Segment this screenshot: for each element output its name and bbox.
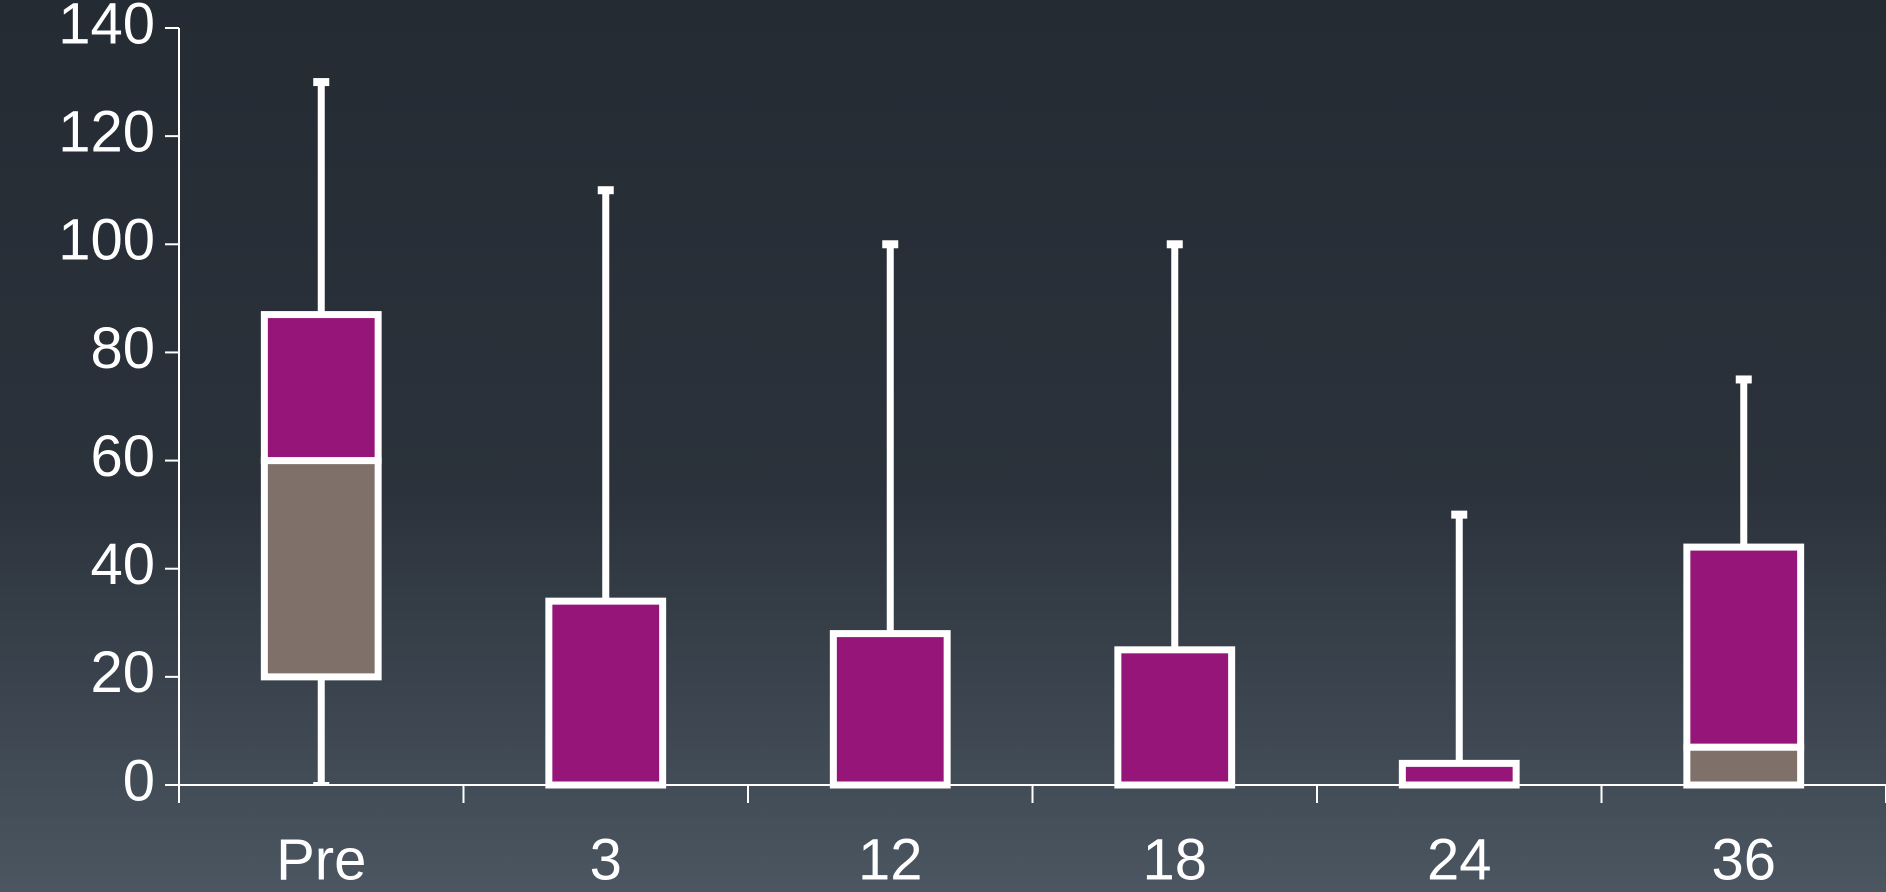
box-lower [1683, 743, 1805, 789]
box-upper [1114, 646, 1236, 789]
upper-cap [1166, 240, 1183, 249]
y-tick-label: 40 [90, 532, 155, 597]
x-tick-label: 3 [590, 827, 622, 892]
upper-cap [1735, 375, 1752, 384]
box-lower [260, 457, 382, 681]
y-tick-label: 60 [90, 424, 155, 489]
upper-cap [313, 78, 330, 87]
upper-cap [597, 186, 614, 195]
x-tick-label: 12 [858, 827, 923, 892]
upper-cap [882, 240, 899, 249]
x-tick-label: 18 [1142, 827, 1207, 892]
y-tick-label: 120 [58, 99, 155, 164]
x-tick-label: 36 [1711, 827, 1776, 892]
x-tick-label: 24 [1427, 827, 1492, 892]
box-upper [1398, 759, 1520, 789]
y-tick-label: 0 [123, 748, 155, 813]
x-tick-label: Pre [276, 827, 366, 892]
upper-cap [1451, 510, 1468, 519]
y-tick-label: 80 [90, 316, 155, 381]
box-upper [260, 311, 382, 465]
box-upper [545, 597, 667, 789]
box-upper [1683, 543, 1805, 751]
y-tick-label: 20 [90, 640, 155, 705]
y-tick-label: 100 [58, 208, 155, 273]
lower-cap [313, 782, 330, 786]
y-tick-label: 140 [58, 0, 155, 56]
box-upper [829, 630, 951, 789]
